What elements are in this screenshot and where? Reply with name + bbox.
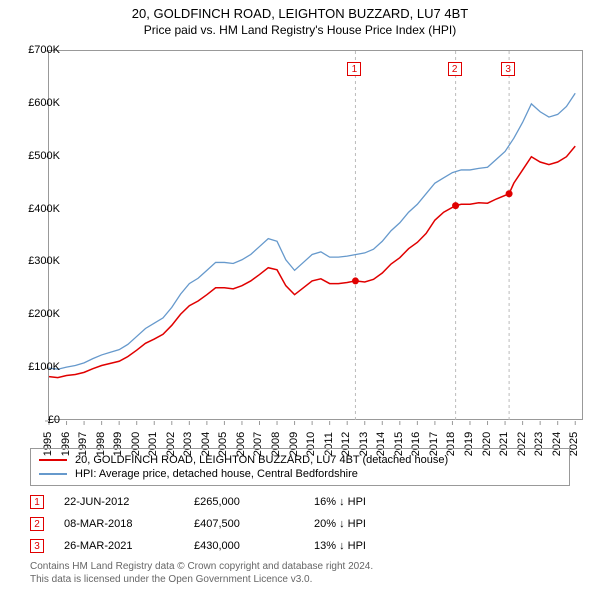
sales-marker-icon: 1 [30,495,44,509]
footer-attribution: Contains HM Land Registry data © Crown c… [30,560,373,586]
y-tick-label: £700K [28,44,60,56]
sales-price: £407,500 [194,518,314,530]
y-tick-label: £600K [28,97,60,109]
sales-diff: 20% ↓ HPI [314,518,414,530]
legend-row: HPI: Average price, detached house, Cent… [39,467,561,481]
sale-marker-3: 3 [501,62,515,76]
y-tick-label: £100K [28,361,60,373]
sales-row: 3 26-MAR-2021£430,00013% ↓ HPI [30,535,414,557]
y-tick-label: £400K [28,203,60,215]
chart-svg [49,51,584,421]
footer-line-2: This data is licensed under the Open Gov… [30,573,373,586]
footer-line-1: Contains HM Land Registry data © Crown c… [30,560,373,573]
sales-marker-icon: 3 [30,539,44,553]
sales-price: £265,000 [194,496,314,508]
sale-marker-2: 2 [448,62,462,76]
sales-price: £430,000 [194,540,314,552]
y-tick-label: £300K [28,255,60,267]
legend-label: 20, GOLDFINCH ROAD, LEIGHTON BUZZARD, LU… [75,454,448,466]
sales-diff: 13% ↓ HPI [314,540,414,552]
sales-date: 08-MAR-2018 [64,518,194,530]
legend-swatch [39,459,67,461]
legend-row: 20, GOLDFINCH ROAD, LEIGHTON BUZZARD, LU… [39,453,561,467]
chart-title: 20, GOLDFINCH ROAD, LEIGHTON BUZZARD, LU… [0,6,600,21]
y-tick-label: £200K [28,308,60,320]
x-tick-label: 2025 [568,432,580,456]
sales-table: 1 22-JUN-2012£265,00016% ↓ HPI 2 08-MAR-201… [30,491,414,557]
sales-diff: 16% ↓ HPI [314,496,414,508]
legend: 20, GOLDFINCH ROAD, LEIGHTON BUZZARD, LU… [30,448,570,486]
title-block: 20, GOLDFINCH ROAD, LEIGHTON BUZZARD, LU… [0,0,600,37]
sales-date: 26-MAR-2021 [64,540,194,552]
chart-subtitle: Price paid vs. HM Land Registry's House … [0,23,600,37]
legend-label: HPI: Average price, detached house, Cent… [75,468,358,480]
sales-date: 22-JUN-2012 [64,496,194,508]
chart-plot-area [48,50,583,420]
y-tick-label: £0 [48,414,60,426]
legend-swatch [39,473,67,475]
sales-marker-icon: 2 [30,517,44,531]
sales-row: 2 08-MAR-2018£407,50020% ↓ HPI [30,513,414,535]
sale-marker-1: 1 [347,62,361,76]
sales-row: 1 22-JUN-2012£265,00016% ↓ HPI [30,491,414,513]
chart-container: 20, GOLDFINCH ROAD, LEIGHTON BUZZARD, LU… [0,0,600,590]
y-tick-label: £500K [28,150,60,162]
